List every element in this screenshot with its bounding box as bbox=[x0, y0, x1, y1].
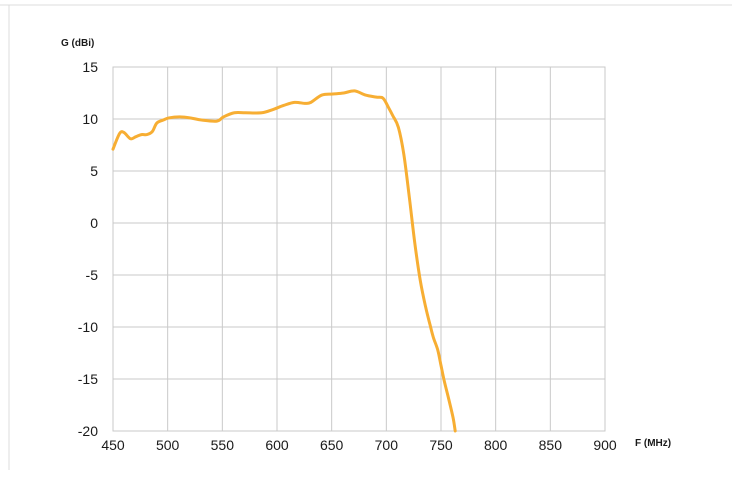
y-tick-label: -15 bbox=[78, 371, 98, 387]
x-tick-label: 450 bbox=[101, 437, 125, 453]
x-tick-label: 500 bbox=[156, 437, 180, 453]
plot-area bbox=[112, 66, 606, 432]
x-tick-labels: 450 500 550 600 650 700 750 800 850 900 bbox=[101, 437, 617, 453]
x-tick-label: 900 bbox=[593, 437, 617, 453]
gain-series-line bbox=[111, 89, 457, 433]
y-tick-label: -5 bbox=[86, 267, 99, 283]
plot-border bbox=[112, 66, 606, 432]
y-tick-label: 5 bbox=[90, 163, 98, 179]
y-axis-title: G (dBi) bbox=[61, 38, 94, 49]
y-tick-label: 0 bbox=[90, 215, 98, 231]
x-tick-label: 600 bbox=[265, 437, 289, 453]
x-tick-label: 850 bbox=[539, 437, 563, 453]
x-tick-label: 800 bbox=[484, 437, 508, 453]
x-tick-label: 750 bbox=[429, 437, 453, 453]
y-tick-label: 15 bbox=[82, 59, 98, 75]
y-tick-label: -20 bbox=[78, 423, 98, 439]
y-tick-labels: 15 10 5 0 -5 -10 -15 -20 bbox=[78, 59, 98, 439]
y-tick-label: -10 bbox=[78, 319, 98, 335]
series-layer bbox=[111, 89, 457, 433]
x-tick-label: 550 bbox=[211, 437, 235, 453]
grid bbox=[112, 66, 606, 432]
y-tick-label: 10 bbox=[82, 111, 98, 127]
x-tick-label: 650 bbox=[320, 437, 344, 453]
x-tick-label: 700 bbox=[375, 437, 399, 453]
x-axis-title: F (MHz) bbox=[635, 438, 671, 449]
